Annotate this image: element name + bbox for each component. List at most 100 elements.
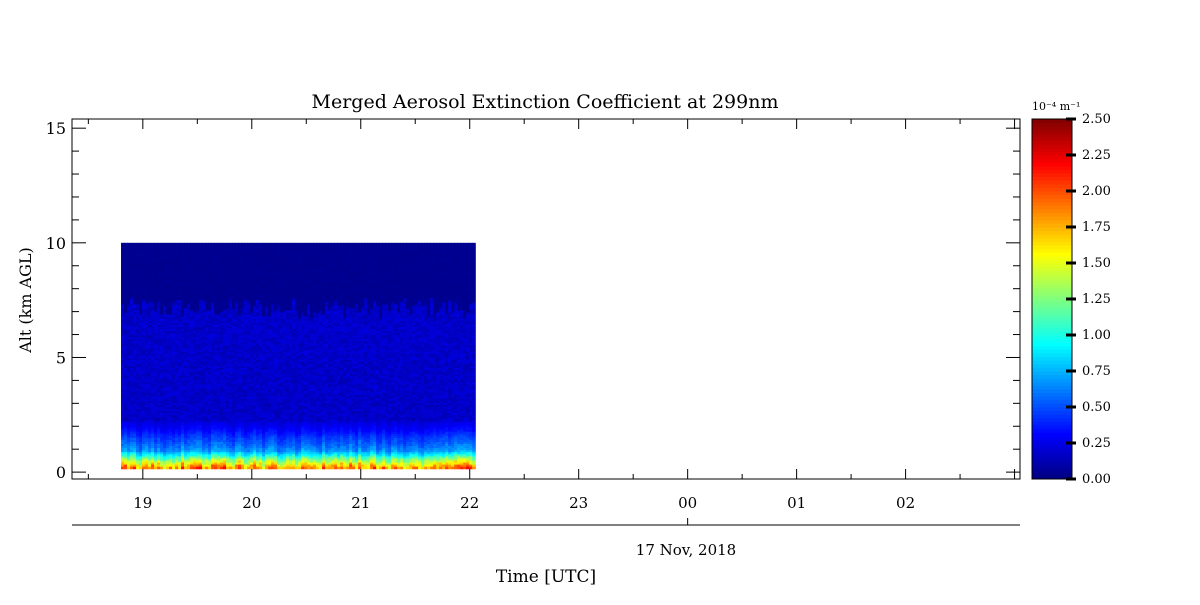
- heatmap-cell: [193, 255, 197, 258]
- heatmap-cell: [136, 353, 140, 357]
- heatmap-cell: [196, 314, 200, 318]
- heatmap-cell: [163, 452, 167, 455]
- heatmap-cell: [145, 316, 149, 320]
- heatmap-cell: [172, 425, 176, 429]
- heatmap-cell: [130, 318, 134, 322]
- heatmap-cell: [190, 265, 194, 269]
- heatmap-cell: [214, 415, 218, 418]
- heatmap-cell: [199, 456, 203, 460]
- heatmap-cell: [166, 423, 170, 427]
- heatmap-cell: [181, 353, 185, 357]
- heatmap-cell: [148, 366, 152, 369]
- heatmap-cell: [142, 425, 146, 429]
- heatmap-cell: [130, 359, 134, 363]
- heatmap-cell: [121, 285, 125, 289]
- heatmap-cell: [121, 433, 125, 437]
- heatmap-cell: [145, 402, 149, 406]
- heatmap-cell: [223, 343, 227, 347]
- heatmap-cell: [202, 310, 206, 314]
- heatmap-cell: [199, 261, 203, 264]
- heatmap-cell: [136, 361, 140, 365]
- heatmap-cell: [202, 294, 206, 297]
- heatmap-cell: [133, 462, 137, 466]
- heatmap-cell: [166, 388, 170, 392]
- heatmap-cell: [217, 285, 221, 289]
- heatmap-cell: [181, 448, 185, 451]
- heatmap-cell: [157, 444, 161, 447]
- heatmap-cell: [172, 302, 176, 306]
- heatmap-cell: [199, 343, 203, 347]
- heatmap-cell: [220, 314, 224, 318]
- heatmap-cell: [121, 466, 125, 470]
- heatmap-cell: [166, 275, 170, 279]
- heatmap-cell: [199, 324, 203, 328]
- heatmap-cell: [172, 400, 176, 404]
- heatmap-cell: [166, 318, 170, 322]
- heatmap-cell: [172, 279, 176, 283]
- heatmap-cell: [199, 357, 203, 361]
- heatmap-cell: [181, 372, 185, 375]
- heatmap-cell: [175, 318, 179, 322]
- heatmap-cell: [184, 456, 188, 460]
- heatmap-cell: [190, 349, 194, 353]
- heatmap-cell: [163, 322, 167, 326]
- heatmap-cell: [199, 339, 203, 342]
- heatmap-cell: [181, 341, 185, 345]
- heatmap-cell: [229, 318, 233, 322]
- heatmap-cell: [226, 388, 230, 392]
- heatmap-cell: [136, 296, 140, 299]
- heatmap-cell: [220, 378, 224, 381]
- heatmap-cell: [148, 327, 152, 330]
- heatmap-cell: [160, 296, 164, 299]
- heatmap-cell: [196, 331, 200, 334]
- heatmap-cell: [166, 386, 170, 390]
- heatmap-cell: [145, 253, 149, 256]
- heatmap-cell: [145, 439, 149, 443]
- heatmap-cell: [145, 384, 149, 388]
- heatmap-cell: [187, 300, 191, 303]
- heatmap-cell: [175, 405, 179, 408]
- heatmap-cell: [121, 312, 125, 316]
- heatmap-cell: [154, 337, 158, 340]
- heatmap-cell: [226, 292, 230, 295]
- heatmap-cell: [211, 359, 215, 363]
- heatmap-cell: [154, 257, 158, 260]
- heatmap-cell: [124, 384, 128, 388]
- heatmap-cell: [178, 409, 182, 412]
- heatmap-cell: [184, 353, 188, 357]
- heatmap-cell: [133, 333, 137, 336]
- heatmap-cell: [220, 269, 224, 273]
- heatmap-cell: [163, 466, 167, 470]
- heatmap-cell: [187, 433, 191, 437]
- heatmap-cell: [172, 441, 176, 445]
- heatmap-cell: [205, 444, 209, 447]
- heatmap-cell: [169, 366, 173, 369]
- heatmap-cell: [226, 316, 230, 320]
- heatmap-cell: [163, 304, 167, 308]
- heatmap-cell: [121, 390, 125, 394]
- heatmap-cell: [148, 322, 152, 326]
- heatmap-cell: [226, 287, 230, 291]
- heatmap-cell: [199, 255, 203, 258]
- heatmap-cell: [172, 341, 176, 345]
- heatmap-cell: [127, 316, 131, 320]
- heatmap-cell: [166, 437, 170, 441]
- heatmap-cell: [214, 439, 218, 443]
- heatmap-cell: [142, 281, 146, 285]
- heatmap-cell: [160, 368, 164, 371]
- heatmap-cell: [154, 246, 158, 250]
- heatmap-cell: [139, 267, 143, 271]
- heatmap-cell: [157, 409, 161, 412]
- heatmap-cell: [187, 251, 191, 254]
- heatmap-cell: [202, 300, 206, 303]
- heatmap-cell: [166, 271, 170, 275]
- heatmap-cell: [190, 450, 194, 453]
- heatmap-cell: [151, 275, 155, 279]
- heatmap-cell: [175, 302, 179, 306]
- heatmap-cell: [187, 353, 191, 357]
- heatmap-cell: [211, 267, 215, 271]
- heatmap-cell: [166, 251, 170, 254]
- heatmap-cell: [157, 384, 161, 388]
- heatmap-cell: [211, 304, 215, 308]
- heatmap-cell: [136, 318, 140, 322]
